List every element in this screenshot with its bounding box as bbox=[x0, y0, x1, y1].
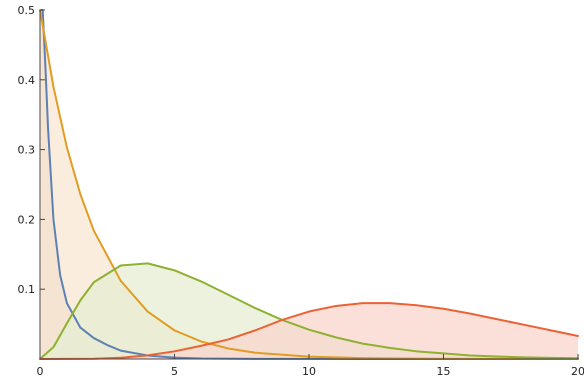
y-tick-label: 0.2 bbox=[18, 213, 36, 226]
y-tick-label: 0.5 bbox=[18, 4, 36, 17]
y-tick-label: 0.4 bbox=[18, 74, 36, 87]
series-areas bbox=[40, 10, 578, 359]
x-tick-label: 0 bbox=[37, 365, 44, 378]
y-tick-label: 0.3 bbox=[18, 144, 36, 157]
x-tick-label: 20 bbox=[571, 365, 584, 378]
series-4-line bbox=[39, 302, 579, 360]
x-ticks: 0 5 10 15 20 bbox=[37, 354, 584, 378]
x-tick-label: 10 bbox=[302, 365, 316, 378]
series-4-area bbox=[40, 303, 578, 359]
series-3-area bbox=[40, 263, 578, 359]
y-ticks: 0.1 0.2 0.3 0.4 0.5 bbox=[18, 4, 45, 296]
x-tick-label: 15 bbox=[437, 365, 451, 378]
x-tick-label: 5 bbox=[171, 365, 178, 378]
y-tick-label: 0.1 bbox=[18, 283, 36, 296]
